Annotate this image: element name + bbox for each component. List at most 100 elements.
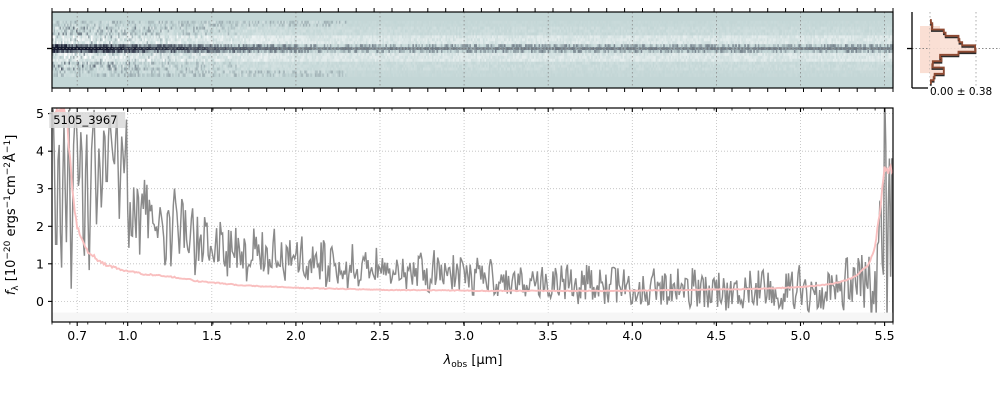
spectrum-2d-pixel xyxy=(133,64,136,69)
spectrum-2d-pixel xyxy=(373,35,376,39)
spectrum-2d-pixel xyxy=(440,38,444,42)
spectrum-2d-pixel xyxy=(398,29,402,34)
spectrum-2d-pixel xyxy=(403,29,406,34)
spectrum-2d-pixel xyxy=(53,61,56,66)
spectrum-2d-pixel xyxy=(353,55,356,60)
spectrum-2d-pixel xyxy=(334,41,337,45)
spectrum-2d-pixel xyxy=(415,55,418,60)
spectrum-2d-pixel xyxy=(268,73,271,77)
spectrum-2d-pixel xyxy=(350,47,353,51)
spectrum-2d-pixel xyxy=(341,38,344,42)
spectrum-2d-pixel xyxy=(190,26,193,31)
spectrum-2d-pixel xyxy=(247,32,250,36)
spectrum-2d-pixel xyxy=(137,26,140,31)
spectrum-2d-pixel xyxy=(263,73,266,77)
spectrum-2d-pixel xyxy=(163,29,166,34)
spectrum-2d-pixel xyxy=(262,64,265,69)
spectrum-2d-pixel xyxy=(125,32,128,36)
spectrum-2d-pixel xyxy=(370,64,373,69)
spectrum-2d-pixel xyxy=(257,55,260,60)
spectrum-2d-pixel xyxy=(113,23,116,28)
spectrum-2d-pixel xyxy=(256,73,259,77)
spectrum-2d-pixel xyxy=(113,26,116,31)
spectrum-2d-pixel xyxy=(314,58,317,63)
spectrum-2d-pixel xyxy=(97,20,100,25)
spectrum-2d-pixel xyxy=(86,38,89,42)
spectrum-2d-pixel xyxy=(386,55,389,60)
spectrum-2d-pixel xyxy=(127,32,130,36)
spectrum-2d-pixel xyxy=(89,67,92,72)
spectrum-2d-pixel xyxy=(428,35,432,39)
spectrum-2d-pixel xyxy=(191,52,194,57)
spectrum-2d-pixel xyxy=(214,47,217,51)
spectrum-2d-pixel xyxy=(428,50,432,54)
spectrum-2d-pixel xyxy=(418,29,421,34)
spectrum-2d-pixel xyxy=(419,29,423,34)
spectrum-2d-pixel xyxy=(248,23,251,28)
spectrum-2d-pixel xyxy=(77,47,80,51)
spectrum-2d-pixel xyxy=(92,70,95,74)
spectrum-2d-pixel xyxy=(152,44,155,48)
spectrum-2d-pixel xyxy=(251,20,254,25)
spectrum-2d-pixel xyxy=(235,50,238,54)
spectrum-2d-pixel xyxy=(224,35,227,39)
spectrum-2d-pixel xyxy=(340,38,343,42)
spectrum-2d-pixel xyxy=(188,32,191,36)
spectrum-2d-pixel xyxy=(344,70,347,74)
spectrum-2d-pixel xyxy=(149,64,152,69)
spectrum-2d-pixel xyxy=(286,38,289,42)
spectrum-2d-pixel xyxy=(425,61,429,66)
spectrum-2d-pixel xyxy=(361,50,364,54)
spectrum-2d-pixel xyxy=(77,67,80,72)
spectrum-2d-pixel xyxy=(422,64,426,69)
spectrum-2d-pixel xyxy=(262,58,265,63)
spectrum-2d-pixel xyxy=(299,55,302,60)
spectrum-2d-pixel xyxy=(167,20,170,25)
spectrum-2d-pixel xyxy=(127,20,130,25)
spectrum-2d-pixel xyxy=(301,58,304,63)
spectrum-2d-pixel xyxy=(425,55,429,60)
spectrum-2d-pixel xyxy=(197,29,200,34)
spectrum-2d-pixel xyxy=(59,67,62,72)
spectrum-2d-pixel xyxy=(56,35,59,39)
spectrum-2d-pixel xyxy=(148,55,151,60)
spectrum-2d-pixel xyxy=(412,52,415,57)
spectrum-2d-pixel xyxy=(188,61,191,66)
spectrum-2d-pixel xyxy=(191,61,194,66)
spectrum-2d-pixel xyxy=(148,70,151,74)
spectrum-2d-pixel xyxy=(359,20,362,25)
spectrum-2d-pixel xyxy=(404,58,408,63)
spectrum-2d-pixel xyxy=(224,61,227,66)
spectrum-2d-pixel xyxy=(370,35,373,39)
spectrum-2d-pixel xyxy=(400,67,403,72)
spectrum-2d-pixel xyxy=(230,29,233,34)
spectrum-2d-pixel xyxy=(338,67,341,72)
spectrum-2d-pixel xyxy=(280,64,283,69)
spectrum-2d-pixel xyxy=(259,70,262,74)
spectrum-2d-pixel xyxy=(274,29,277,34)
spectrum-2d-pixel xyxy=(59,73,62,77)
spectrum-2d-pixel xyxy=(142,32,145,36)
spectrum-2d-pixel xyxy=(296,20,299,25)
spectrum-2d-pixel xyxy=(110,64,113,69)
spectrum-2d-pixel xyxy=(251,61,254,66)
spectrum-2d-pixel xyxy=(337,20,340,25)
spectrum-2d-pixel xyxy=(148,64,151,69)
spectrum-2d-pixel xyxy=(92,47,95,51)
spectrum-2d-pixel xyxy=(173,52,176,57)
spectrum-2d-pixel xyxy=(260,47,263,51)
spectrum-2d-pixel xyxy=(443,35,447,39)
spectrum-2d-pixel xyxy=(442,58,445,63)
spectrum-2d-pixel xyxy=(130,32,133,36)
spectrum-2d-pixel xyxy=(229,73,232,77)
spectrum-2d-pixel xyxy=(209,35,212,39)
spectrum-2d-pixel xyxy=(77,61,80,66)
spectrum-2d-pixel xyxy=(379,50,382,54)
spectrum-2d-pixel xyxy=(88,50,91,54)
spectrum-2d-pixel xyxy=(85,58,88,63)
spectrum-2d-pixel xyxy=(289,35,292,39)
spectrum-2d-pixel xyxy=(89,73,92,77)
spectrum-2d-pixel xyxy=(211,73,214,77)
spectrum-2d-pixel xyxy=(392,58,396,63)
spectrum-2d-pixel xyxy=(265,58,268,63)
